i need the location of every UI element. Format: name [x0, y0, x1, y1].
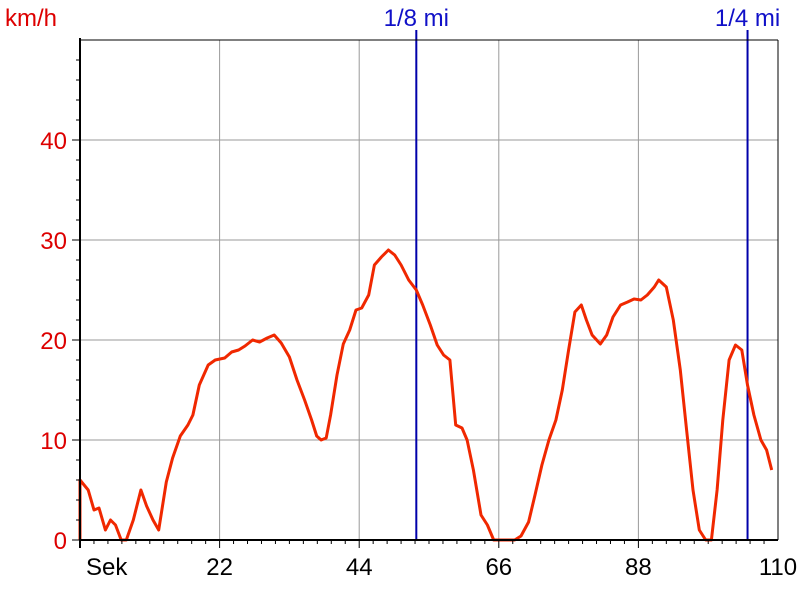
axes [72, 38, 779, 548]
labels: km/h 1/8 mi 1/4 mi 0 10 20 30 40 Sek 22 44 66 88 110 [5, 5, 797, 581]
x-tick-label: Sek [86, 554, 128, 581]
series-layer [78, 248, 774, 542]
y-tick-label: 30 [40, 228, 67, 255]
x-tick-label: 110 [759, 554, 797, 581]
x-tick-label: 88 [625, 554, 652, 581]
x-tick-label: 22 [206, 554, 233, 581]
distance-marker-label: 1/4 mi [715, 5, 780, 32]
x-tick-label: 66 [485, 554, 512, 581]
distance-marker-label: 1/8 mi [384, 5, 449, 32]
y-axis-unit-label: km/h [5, 5, 57, 32]
y-tick-label: 10 [40, 428, 67, 455]
grid [80, 39, 778, 540]
distance-markers [415, 30, 749, 540]
speed-series-line [78, 248, 774, 542]
y-tick-label: 40 [40, 128, 67, 155]
y-tick-label: 0 [54, 528, 67, 555]
y-tick-label: 20 [40, 328, 67, 355]
x-tick-label: 44 [346, 554, 373, 581]
